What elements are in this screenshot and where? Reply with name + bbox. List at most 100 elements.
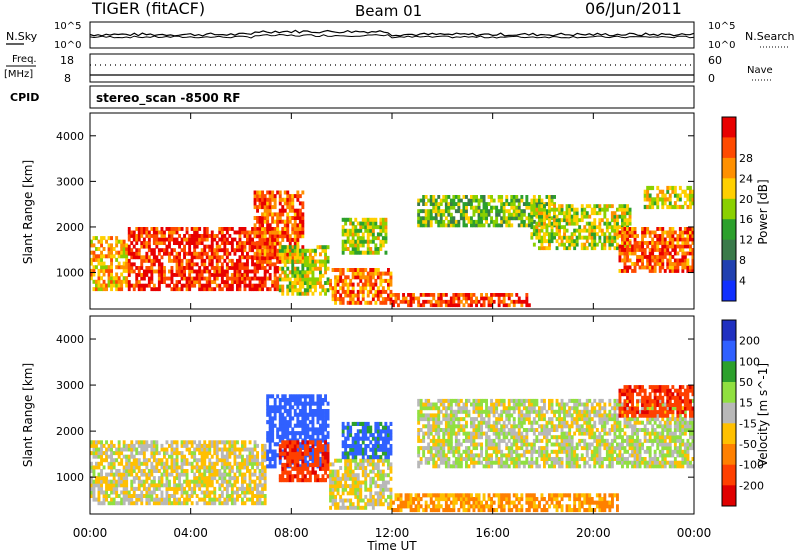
power-echo-cell <box>243 280 247 284</box>
power-echo-cell <box>374 268 378 272</box>
power-echo-cell <box>107 250 111 255</box>
power-echo-cell <box>376 297 380 302</box>
velocity-echo-cell <box>452 508 456 513</box>
power-echo-cell <box>505 216 509 221</box>
power-echo-cell <box>424 293 428 297</box>
velocity-echo-cell <box>152 443 156 448</box>
velocity-echo-cell <box>203 458 207 463</box>
velocity-echo-cell <box>271 434 275 439</box>
power-echo-cell <box>137 273 141 277</box>
power-echo-cell <box>349 228 353 233</box>
velocity-echo-cell <box>137 486 141 491</box>
velocity-echo-cell <box>389 505 393 510</box>
velocity-echo-cell <box>170 461 174 466</box>
power-echo-cell <box>218 255 222 260</box>
velocity-echo-cell <box>306 423 310 428</box>
velocity-echo-cell <box>339 480 343 485</box>
power-echo-cell <box>653 244 657 249</box>
velocity-echo-cell <box>281 394 285 399</box>
power-echo-cell <box>553 211 556 216</box>
power-echo-cell <box>646 255 650 259</box>
power-echo-cell <box>638 248 642 252</box>
velocity-echo-cell <box>442 493 446 498</box>
power-echo-cell <box>298 216 302 220</box>
velocity-echo-cell <box>130 479 134 484</box>
power-echo-cell <box>437 299 441 304</box>
power-echo-cell <box>437 219 441 224</box>
velocity-echo-cell <box>424 493 428 498</box>
power-echo-cell <box>603 232 607 237</box>
velocity-echo-cell <box>193 458 197 463</box>
velocity-echo-cell <box>369 458 373 463</box>
velocity-echo-cell <box>160 472 164 477</box>
power-echo-cell <box>681 255 685 259</box>
power-echo-cell <box>273 205 277 210</box>
power-echo-cell <box>583 207 587 212</box>
power-echo-cell <box>553 235 556 240</box>
power-echo-cell <box>220 276 224 281</box>
power-echo-cell <box>673 237 677 242</box>
power-echo-cell <box>243 276 247 281</box>
power-echo-cell <box>522 299 526 304</box>
velocity-echo-cell <box>331 502 335 507</box>
power-echo-cell <box>490 303 493 308</box>
velocity-echo-cell <box>137 465 141 470</box>
power-echo-cell <box>168 251 171 256</box>
power-echo-cell <box>210 287 214 292</box>
velocity-echo-cell <box>298 434 302 439</box>
velocity-echo-cell <box>253 486 257 491</box>
power-echo-cell <box>208 273 212 277</box>
power-echo-cell <box>583 211 587 216</box>
power-echo-cell <box>298 212 302 217</box>
power-echo-cell <box>643 248 647 252</box>
power-echo-cell <box>545 246 549 251</box>
power-echo-cell <box>271 237 275 242</box>
power-echo-cell <box>626 258 629 263</box>
power-echo-cell <box>568 214 572 219</box>
velocity-echo-cell <box>193 490 197 495</box>
power-echo-cell <box>565 246 569 251</box>
power-echo-cell <box>344 217 348 222</box>
power-echo-cell <box>163 237 166 242</box>
power-echo-cell <box>251 283 254 288</box>
velocity-echo-cell <box>303 456 307 461</box>
velocity-echo-cell <box>170 486 174 491</box>
power-echo-cell <box>417 212 421 217</box>
power-echo-cell <box>278 266 282 271</box>
velocity-echo-cell <box>331 494 335 499</box>
velocity-echo-cell <box>256 454 259 459</box>
velocity-echo-cell <box>266 456 270 461</box>
nave-tick-top: 60 <box>708 54 722 67</box>
power-echo-cell <box>535 202 539 206</box>
power-echo-cell <box>626 255 629 259</box>
power-echo-cell <box>140 244 144 249</box>
power-echo-cell <box>296 248 300 253</box>
power-echo-cell <box>520 223 524 228</box>
velocity-echo-cell <box>308 427 312 432</box>
velocity-echo-cell <box>319 447 322 453</box>
power-echo-cell <box>500 209 504 214</box>
power-echo-cell <box>150 280 154 284</box>
velocity-echo-cell <box>341 502 345 507</box>
power-echo-cell <box>621 244 624 249</box>
velocity-echo-cell <box>384 444 388 449</box>
power-echo-cell <box>261 259 264 264</box>
power-echo-cell <box>210 237 214 242</box>
power-echo-cell <box>419 219 423 224</box>
power-echo-cell <box>339 268 343 272</box>
power-echo-cell <box>314 266 317 271</box>
power-echo-cell <box>160 227 164 231</box>
power-echo-cell <box>298 234 302 239</box>
power-echo-cell <box>683 201 687 206</box>
velocity-echo-cell <box>465 500 468 505</box>
power-echo-cell <box>641 241 644 245</box>
velocity-echo-cell <box>321 420 325 425</box>
power-echo-cell <box>482 198 486 203</box>
velocity-echo-cell <box>178 479 181 484</box>
power-echo-cell <box>538 246 541 251</box>
power-echo-cell <box>281 208 285 213</box>
velocity-echo-cell <box>243 501 247 506</box>
power-echo-cell <box>261 287 264 292</box>
power-echo-cell <box>560 218 564 223</box>
power-echo-cell <box>691 234 695 238</box>
